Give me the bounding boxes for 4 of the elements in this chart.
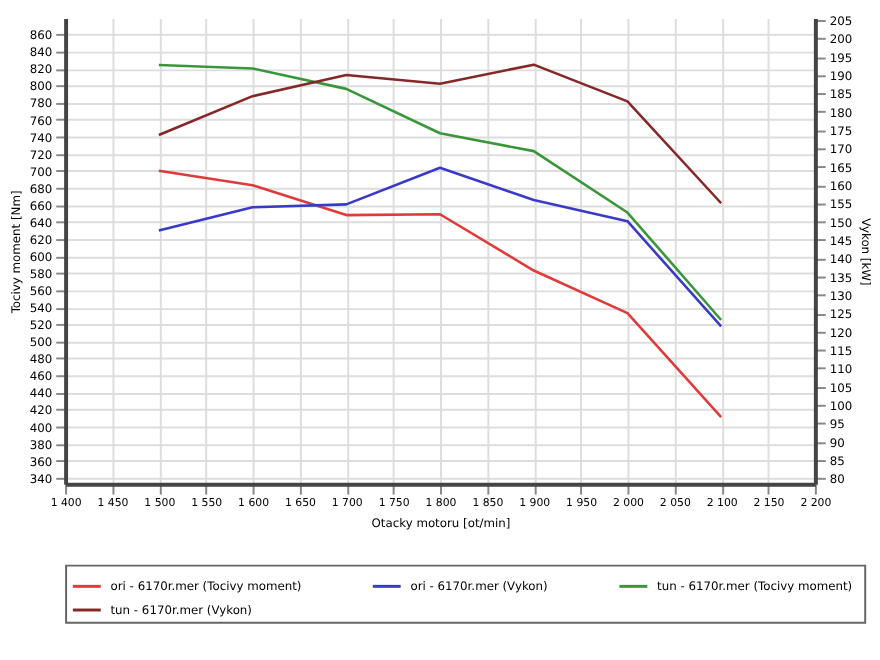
line-series [157, 63, 723, 205]
line-series [157, 166, 723, 328]
line-series [157, 169, 723, 419]
line-series [157, 63, 723, 322]
